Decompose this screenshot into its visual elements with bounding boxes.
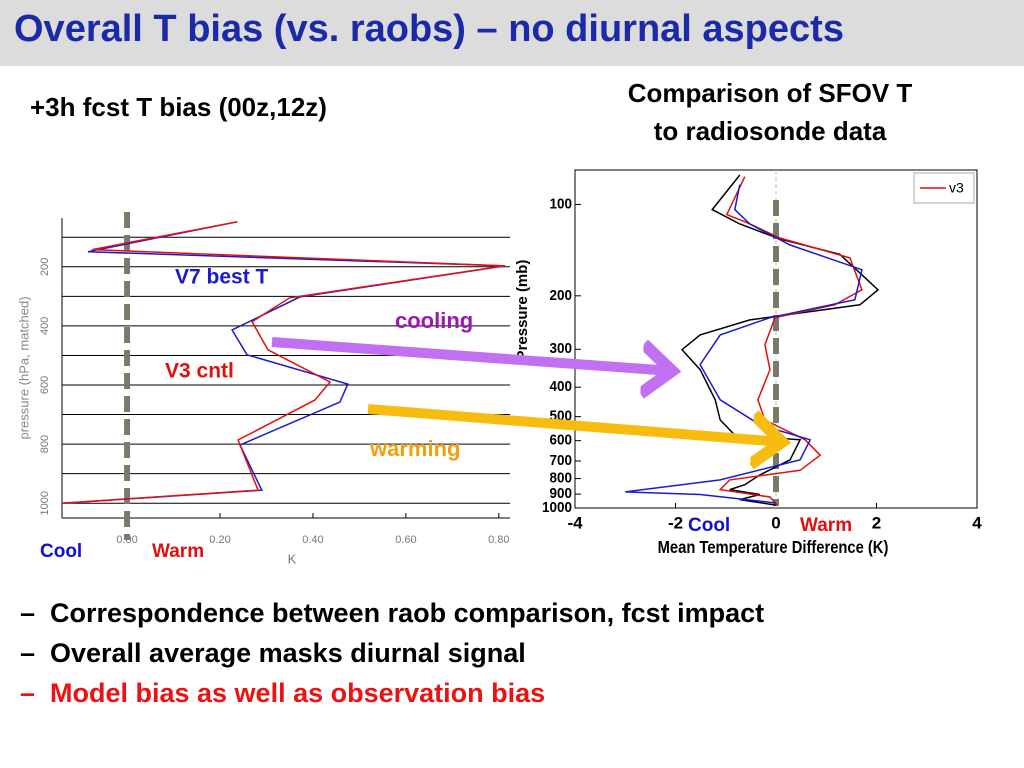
x-tick-label: 0.20 bbox=[209, 534, 230, 546]
bullet: – Overall average masks diurnal signal bbox=[20, 638, 526, 669]
x-tick-label: -4 bbox=[567, 513, 583, 532]
arrow bbox=[271, 337, 672, 371]
bullet-text: Model bias as well as observation bias bbox=[50, 678, 546, 708]
bullet-marker: – bbox=[20, 678, 36, 708]
legend-label: v3 bbox=[949, 180, 964, 196]
x-tick-label: -2 bbox=[668, 513, 683, 532]
bullet: – Correspondence between raob comparison,… bbox=[20, 598, 764, 629]
bullet-text: Overall average masks diurnal signal bbox=[50, 638, 526, 668]
y-axis-label: Pressure (mb) bbox=[514, 260, 531, 361]
y-tick-label: 400 bbox=[550, 379, 573, 396]
x-tick-label: 0.60 bbox=[395, 534, 416, 546]
x-tick-label: 2 bbox=[872, 513, 881, 532]
x-axis-label: Mean Temperature Difference (K) bbox=[658, 537, 889, 557]
series-line bbox=[61, 221, 506, 504]
bullet-text: Correspondence between raob comparison, … bbox=[50, 598, 765, 628]
annotation: Warm bbox=[800, 515, 852, 536]
y-tick-label: 1000 bbox=[39, 491, 51, 515]
arrow bbox=[367, 404, 782, 442]
bullet-marker: – bbox=[20, 638, 36, 668]
y-tick-label: 1000 bbox=[542, 499, 572, 516]
y-tick-label: 100 bbox=[550, 196, 573, 213]
right-subtitle: to radiosonde data bbox=[653, 116, 887, 146]
series-label: V7 best T bbox=[175, 266, 269, 289]
annotation: cooling bbox=[395, 308, 473, 333]
bullet: – Model bias as well as observation bias bbox=[20, 678, 545, 709]
y-tick-label: 600 bbox=[550, 432, 573, 449]
y-tick-label: 900 bbox=[550, 485, 573, 502]
slide-title: Overall T bias (vs. raobs) – no diurnal … bbox=[14, 8, 844, 50]
series-label: V3 cntl bbox=[165, 360, 234, 383]
x-tick-label: 0.40 bbox=[302, 534, 323, 546]
series-line bbox=[625, 184, 863, 504]
x-axis-label: K bbox=[288, 551, 297, 566]
series-line bbox=[718, 176, 863, 506]
x-tick-label: 0.80 bbox=[488, 534, 509, 546]
x-tick-label: 4 bbox=[972, 513, 982, 532]
y-axis-label: pressure (hPa, matched) bbox=[16, 296, 31, 439]
y-tick-label: 300 bbox=[550, 341, 573, 358]
y-tick-label: 200 bbox=[550, 287, 573, 304]
y-tick-label: 800 bbox=[550, 470, 573, 487]
right-subtitle: Comparison of SFOV T bbox=[627, 78, 913, 108]
y-tick-label: 600 bbox=[39, 376, 51, 394]
title-bar bbox=[0, 0, 1024, 66]
annotation: Cool bbox=[40, 541, 82, 562]
bullet-marker: – bbox=[20, 598, 36, 628]
series-line bbox=[61, 221, 506, 504]
y-tick-label: 200 bbox=[39, 258, 51, 276]
annotation: Warm bbox=[152, 541, 204, 562]
chart: 20040060080010000.000.200.400.600.80pres… bbox=[16, 212, 510, 566]
series-line bbox=[680, 174, 880, 506]
left-subtitle: +3h fcst T bias (00z,12z) bbox=[30, 92, 327, 122]
annotation: warming bbox=[369, 436, 460, 461]
x-tick-label: 0 bbox=[771, 513, 780, 532]
y-tick-label: 400 bbox=[39, 317, 51, 335]
annotation: Cool bbox=[688, 515, 730, 536]
y-tick-label: 800 bbox=[39, 435, 51, 453]
y-tick-label: 700 bbox=[550, 452, 573, 469]
